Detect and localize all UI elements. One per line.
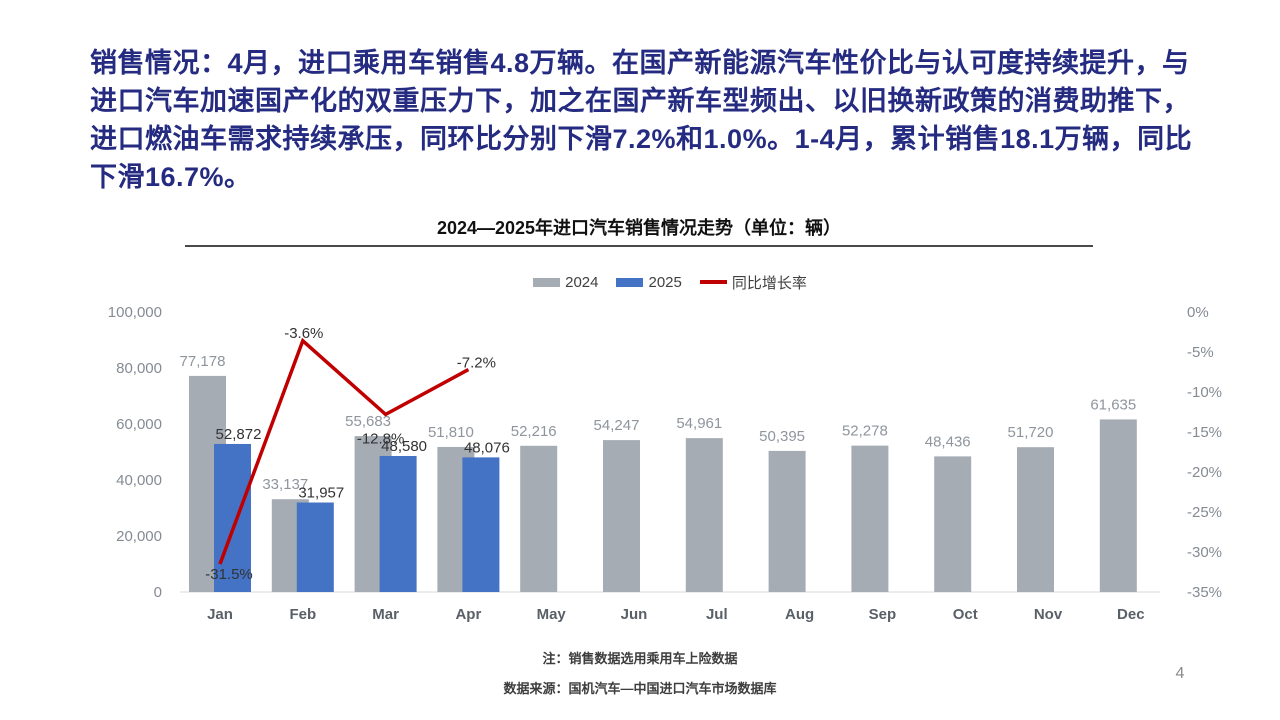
bar-2024-jun xyxy=(603,440,640,592)
bar-2024-nov xyxy=(1017,447,1054,592)
bar-2025-mar xyxy=(379,455,417,592)
legend-swatch-2025-icon xyxy=(616,277,644,287)
right-axis-tick: 0% xyxy=(1187,304,1209,321)
left-axis-tick: 100,000 xyxy=(108,304,162,321)
x-axis-label-dec: Dec xyxy=(1117,606,1145,623)
yoy-growth-line xyxy=(218,337,470,565)
bar-label-2024-jun: 54,247 xyxy=(594,417,640,434)
bar-label-2024-oct: 48,436 xyxy=(925,433,971,450)
x-axis-label-jul: Jul xyxy=(706,606,728,623)
bar-2024-may xyxy=(520,445,558,592)
right-axis-tick: -5% xyxy=(1187,344,1214,361)
headline-text: 销售情况：4月，进口乘用车销售4.8万辆。在国产新能源汽车性价比与认可度持续提升… xyxy=(90,48,1193,192)
left-axis-tick: 0 xyxy=(154,584,162,601)
right-axis-tick: -25% xyxy=(1187,504,1222,521)
yoy-label-apr: -7.2% xyxy=(457,355,496,372)
bar-2025-feb xyxy=(296,502,334,592)
x-axis-label-may: May xyxy=(537,606,567,623)
bar-label-2025-mar: 48,580 xyxy=(381,438,427,455)
legend-item-2024: 2024 xyxy=(533,274,598,291)
right-axis-tick: -35% xyxy=(1187,584,1222,601)
legend-label-2025: 2025 xyxy=(648,273,682,291)
bar-label-2024-mar: 55,683 xyxy=(345,413,391,430)
bar-label-2024-sep: 52,278 xyxy=(842,423,888,440)
legend-label-yoy: 同比增长率 xyxy=(731,274,807,292)
bar-label-2024-feb: 33,137 xyxy=(262,476,308,493)
bar-label-2024-apr: 51,810 xyxy=(428,424,474,441)
bar-2025-jan xyxy=(214,443,251,592)
footnote-data-source: 数据来源：国机汽车—中国进口汽车市场数据库 xyxy=(503,681,777,696)
x-axis-label-aug: Aug xyxy=(785,606,814,623)
left-axis-tick: 20,000 xyxy=(116,528,162,545)
bar-label-2025-feb: 31,957 xyxy=(298,485,344,502)
legend-item-2025: 2025 xyxy=(616,273,682,291)
bar-label-2024-may: 52,216 xyxy=(511,423,557,440)
bar-2024-oct xyxy=(934,456,972,592)
right-axis-tick: -30% xyxy=(1187,544,1222,561)
bar-2024-jul xyxy=(685,438,723,592)
bar-2024-aug xyxy=(768,450,806,592)
x-axis-label-oct: Oct xyxy=(953,606,978,623)
yoy-label-mar: -12.8% xyxy=(357,430,405,447)
left-axis-tick: 80,000 xyxy=(116,360,162,377)
footnotes: 注：销售数据选用乘用车上险数据 数据来源：国机汽车—中国进口汽车市场数据库 xyxy=(0,648,1280,708)
x-axis-label-nov: Nov xyxy=(1034,606,1063,623)
bar-label-2024-nov: 51,720 xyxy=(1008,424,1054,441)
left-axis-tick: 60,000 xyxy=(116,416,162,433)
bar-2024-sep xyxy=(851,445,889,592)
yoy-label-feb: -3.6% xyxy=(284,325,323,342)
right-axis-tick: -10% xyxy=(1187,384,1222,401)
bar-label-2025-jan: 52,872 xyxy=(216,426,262,443)
page-number: 4 xyxy=(1175,665,1185,682)
x-axis-label-apr: Apr xyxy=(455,606,481,623)
chart-title: 2024—2025年进口汽车销售情况走势（单位：辆） xyxy=(436,218,842,238)
bar-2025-apr xyxy=(462,457,500,592)
bar-label-2024-dec: 61,635 xyxy=(1090,396,1136,413)
bar-2024-dec xyxy=(1099,419,1137,592)
legend-swatch-2024-icon xyxy=(533,277,561,287)
chart-legend: 2024 2025 同比增长率 xyxy=(180,272,1160,292)
x-axis-label-jun: Jun xyxy=(621,606,648,623)
left-axis-tick: 40,000 xyxy=(116,472,162,489)
x-axis-label-jan: Jan xyxy=(207,606,233,623)
legend-line-marker-icon xyxy=(699,280,727,284)
x-axis-label-sep: Sep xyxy=(869,606,897,623)
bar-label-2025-apr: 48,076 xyxy=(464,439,510,456)
footnote-source-note: 注：销售数据选用乘用车上险数据 xyxy=(542,651,738,666)
right-axis-tick: -15% xyxy=(1187,424,1222,441)
yoy-label-jan: -31.5% xyxy=(205,566,253,583)
chart-title-underline xyxy=(185,245,1093,247)
x-axis-label-feb: Feb xyxy=(289,606,316,623)
bar-label-2024-jan: 77,178 xyxy=(180,353,226,370)
legend-item-yoy: 同比增长率 xyxy=(699,272,807,293)
legend-label-2024: 2024 xyxy=(565,273,599,291)
x-axis-label-mar: Mar xyxy=(372,606,399,623)
bar-label-2024-jul: 54,961 xyxy=(676,415,722,432)
bar-label-2024-aug: 50,395 xyxy=(759,428,805,445)
right-axis-tick: -20% xyxy=(1187,464,1222,481)
